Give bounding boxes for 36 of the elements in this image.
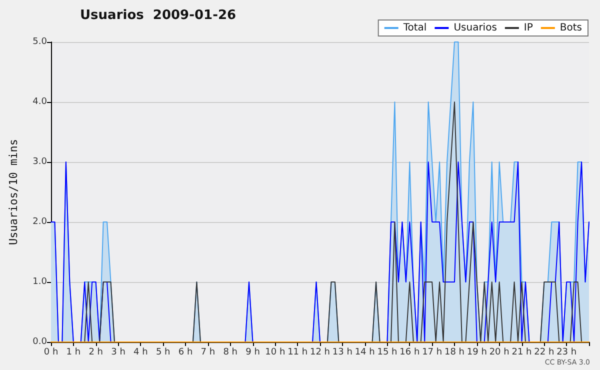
x-tick-label: 17 h xyxy=(422,348,442,358)
legend-label: Usuarios xyxy=(454,22,497,34)
legend-label: Total xyxy=(402,22,427,34)
x-tick-label: 16 h xyxy=(400,348,420,358)
y-tick-label: 5.0 xyxy=(32,37,48,47)
y-tick-label: 0.0 xyxy=(32,337,48,347)
x-tick-label: 6 h xyxy=(178,348,193,358)
x-tick-label: 0 h xyxy=(44,348,58,358)
y-axis-title: Usuarios/10 mins xyxy=(7,139,20,245)
chart-title: Usuarios 2009-01-26 xyxy=(80,8,236,23)
x-tick-label: 2 h xyxy=(88,348,103,358)
x-tick-label: 8 h xyxy=(223,348,238,358)
x-tick-label: 21 h xyxy=(512,348,532,358)
x-tick-label: 11 h xyxy=(288,348,308,358)
y-tick-label: 1.0 xyxy=(32,277,48,287)
x-tick-label: 3 h xyxy=(111,348,126,358)
x-tick-label: 22 h xyxy=(534,348,554,358)
x-tick-label: 14 h xyxy=(354,348,375,358)
x-tick-label: 12 h xyxy=(310,348,330,358)
x-tick-label: 7 h xyxy=(200,348,216,358)
x-tick-label: 9 h xyxy=(246,348,260,358)
x-tick-label: 23 h xyxy=(556,348,577,358)
x-tick-label: 20 h xyxy=(489,348,510,358)
legend-label: IP xyxy=(524,22,533,34)
x-tick-label: 15 h xyxy=(377,348,398,358)
legend-label: Bots xyxy=(560,22,582,34)
x-tick-label: 10 h xyxy=(265,348,286,358)
x-tick-label: 18 h xyxy=(444,348,465,358)
y-tick-label: 4.0 xyxy=(32,97,48,107)
x-tick-label: 1 h xyxy=(66,348,81,358)
y-tick-label: 2.0 xyxy=(32,217,48,227)
x-tick-label: 19 h xyxy=(466,348,487,358)
x-tick-label: 13 h xyxy=(332,348,352,358)
x-tick-label: 5 h xyxy=(156,348,170,358)
x-tick-label: 4 h xyxy=(134,348,148,358)
y-tick-label: 3.0 xyxy=(32,157,48,167)
